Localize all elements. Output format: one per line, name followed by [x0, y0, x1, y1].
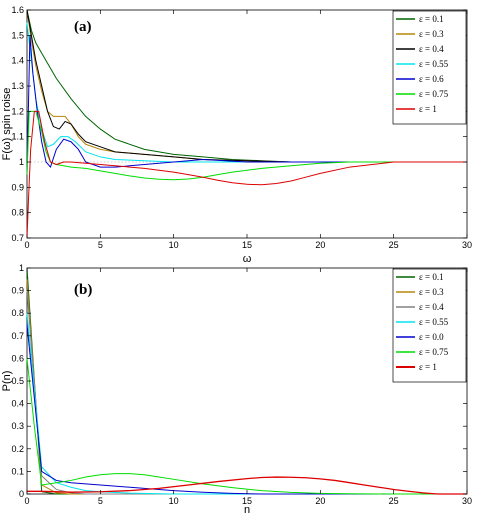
y-tick-label-a-1: 0.8: [11, 208, 24, 218]
series-line-a-6: [26, 110, 467, 239]
legend-a: ε = 0.1 ε = 0.3 ε = 0.4 ε = 0.55 ε = 0.6 ε = …: [392, 10, 467, 125]
y-axis-label-a: F(ω) spin roise: [1, 88, 13, 161]
y-tick-label-b-2: 0.2: [11, 444, 24, 454]
y-tick-label-b-4: 0.4: [11, 399, 24, 409]
legend-label-a-2: ε = 0.4: [419, 44, 444, 54]
y-tick-label-a-4: 1.1: [11, 132, 24, 142]
legend-b: ε = 0.1 ε = 0.3 ε = 0.4 ε = 0.55 ε = 0.0 ε = …: [392, 268, 467, 383]
x-tick-label-b-3: 15: [242, 496, 252, 506]
y-tick-label-b-1: 0.1: [11, 466, 24, 476]
y-tick-label-b-6: 0.6: [11, 353, 24, 363]
legend-label-b-3: ε = 0.55: [419, 317, 449, 327]
y-tick-label-b-0: 0: [19, 489, 24, 499]
x-tick-label-a-1: 5: [98, 240, 103, 250]
legend-box-b: [392, 268, 467, 383]
y-tick-label-b-5: 0.5: [11, 376, 24, 386]
y-tick-label-a-9: 1.6: [11, 5, 24, 15]
y-tick-label-a-3: 1: [19, 157, 24, 167]
x-tick-label-a-2: 10: [169, 240, 179, 250]
y-ticks-a: 0.7 0.8 0.9 1 1.1 1.2 1.3 1.4 1.5 1.6: [11, 5, 467, 243]
x-ticks-b: 0 5 10 15 20 25 30: [24, 268, 472, 506]
y-tick-label-b-7: 0.7: [11, 331, 24, 341]
legend-label-b-4: ε = 0.0: [419, 332, 444, 342]
legend-label-a-0: ε = 0.1: [419, 14, 444, 24]
x-tick-label-a-5: 25: [389, 240, 399, 250]
legend-box-a: [392, 10, 467, 125]
series-line-a-5: [26, 110, 467, 181]
y-axis-label-b: P(n): [1, 371, 13, 392]
legend-label-a-6: ε = 1: [419, 104, 437, 114]
series-group-a: [26, 9, 467, 239]
x-tick-label-b-5: 25: [389, 496, 399, 506]
legend-label-b-6: ε = 1: [419, 362, 437, 372]
y-tick-label-a-6: 1.3: [11, 81, 24, 91]
legend-label-b-5: ε = 0.75: [419, 347, 449, 357]
y-tick-label-b-8: 0.8: [11, 308, 24, 318]
y-tick-label-a-0: 0.7: [11, 233, 24, 243]
x-tick-label-a-3: 15: [242, 240, 252, 250]
panel-b: 0 5 10 15 20 25 30 0 0.1 0.2 0.3 0.4 0.5 0.6 0.7 0.8 0.…: [1, 263, 472, 516]
y-tick-label-a-5: 1.2: [11, 106, 24, 116]
series-line-b-4: [26, 324, 467, 495]
x-axis-label-b: n: [244, 504, 250, 516]
y-ticks-b: 0 0.1 0.2 0.3 0.4 0.5 0.6 0.7 0.8 0.9 1: [11, 263, 467, 499]
panel-a: 0 5 10 15 20 25 30 0.7 0.8 0.9 1 1.1 1.2 1.3 1.4 1.5 1.…: [1, 5, 472, 265]
y-tick-label-a-2: 0.9: [11, 182, 24, 192]
series-line-b-6: [27, 476, 467, 495]
legend-label-a-5: ε = 0.75: [419, 89, 449, 99]
x-tick-label-a-4: 20: [315, 240, 325, 250]
x-tick-label-a-0: 0: [24, 240, 29, 250]
y-tick-label-b-3: 0.3: [11, 421, 24, 431]
panel-label-b: (b): [74, 282, 92, 298]
legend-label-b-2: ε = 0.4: [419, 302, 444, 312]
y-tick-label-b-9: 0.9: [11, 286, 24, 296]
x-tick-label-b-0: 0: [24, 496, 29, 506]
y-tick-label-b-10: 1: [19, 263, 24, 273]
legend-label-b-0: ε = 0.1: [419, 272, 444, 282]
x-tick-label-b-2: 10: [169, 496, 179, 506]
x-axis-label-a: ω: [243, 253, 252, 265]
series-line-b-3: [26, 313, 467, 495]
legend-label-b-1: ε = 0.3: [419, 287, 444, 297]
legend-label-a-3: ε = 0.55: [419, 59, 449, 69]
legend-label-a-4: ε = 0.6: [419, 74, 444, 84]
x-tick-label-b-4: 20: [315, 496, 325, 506]
series-line-b-5: [26, 358, 467, 495]
x-tick-label-b-1: 5: [98, 496, 103, 506]
legend-label-a-1: ε = 0.3: [419, 29, 444, 39]
x-tick-label-b-6: 30: [462, 496, 472, 506]
panel-label-a: (a): [74, 19, 92, 35]
y-tick-label-a-8: 1.5: [11, 30, 24, 40]
y-tick-label-a-7: 1.4: [11, 56, 24, 66]
x-tick-label-a-6: 30: [462, 240, 472, 250]
